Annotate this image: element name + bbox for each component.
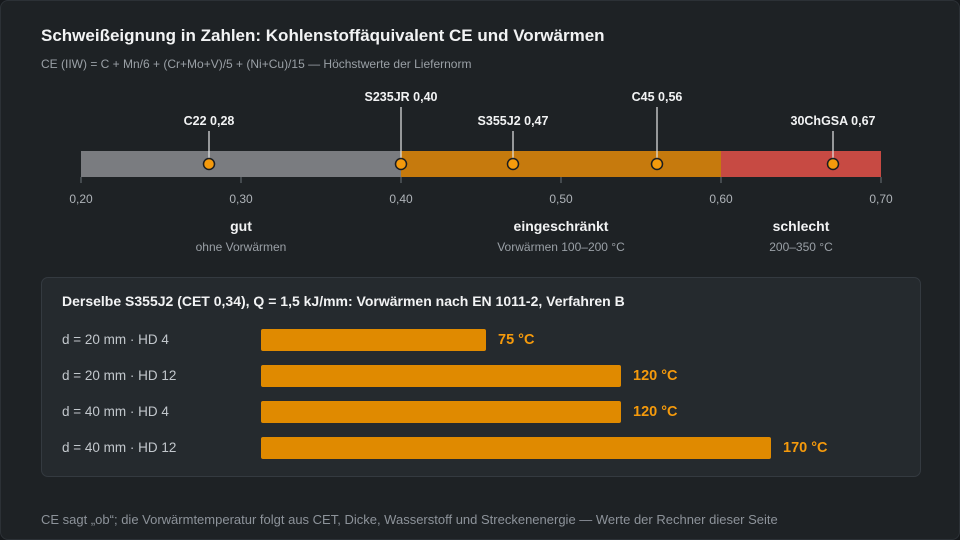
marker-point-1 — [394, 157, 408, 171]
marker-label-1: S235JR 0,40 — [365, 90, 438, 104]
preheat-row: d = 40 mm · HD 4 120 °C — [42, 401, 920, 423]
preheat-row-label: d = 40 mm · HD 4 — [62, 404, 169, 419]
footer-note: CE sagt „ob“; die Vorwärmtemperatur folg… — [41, 512, 778, 527]
marker-point-2 — [506, 157, 520, 171]
preheat-row: d = 20 mm · HD 12 120 °C — [42, 365, 920, 387]
marker-point-4 — [826, 157, 840, 171]
axis-tick-label-2: 0,40 — [389, 192, 413, 206]
chart-subtitle: CE (IIW) = C + Mn/6 + (Cr+Mo+V)/5 + (Ni+… — [41, 57, 472, 71]
preheat-row-label: d = 20 mm · HD 4 — [62, 332, 169, 347]
axis-tick-label-5: 0,70 — [869, 192, 893, 206]
zone-label-2: schlecht — [773, 218, 830, 234]
zone-sublabel-0: ohne Vorwärmen — [196, 240, 287, 254]
zone-sublabel-1: Vorwärmen 100–200 °C — [497, 240, 625, 254]
axis-tick-label-0: 0,20 — [69, 192, 93, 206]
marker-point-3 — [650, 157, 664, 171]
preheat-panel: Derselbe S355J2 (CET 0,34), Q = 1,5 kJ/m… — [41, 277, 921, 477]
preheat-row: d = 40 mm · HD 12 170 °C — [42, 437, 920, 459]
preheat-bar — [261, 401, 621, 423]
zone-label-0: gut — [230, 218, 252, 234]
marker-label-3: C45 0,56 — [632, 90, 683, 104]
marker-label-0: C22 0,28 — [184, 114, 235, 128]
preheat-bar-value: 120 °C — [633, 368, 678, 384]
preheat-bar — [261, 437, 771, 459]
marker-label-4: 30ChGSA 0,67 — [791, 114, 876, 128]
preheat-row-label: d = 40 mm · HD 12 — [62, 440, 177, 455]
marker-point-0 — [202, 157, 216, 171]
preheat-panel-title: Derselbe S355J2 (CET 0,34), Q = 1,5 kJ/m… — [62, 293, 625, 309]
preheat-bar-value: 75 °C — [498, 332, 535, 348]
preheat-bar-value: 120 °C — [633, 404, 678, 420]
zone-band-2 — [721, 151, 881, 177]
preheat-row-label: d = 20 mm · HD 12 — [62, 368, 177, 383]
axis-tick-label-4: 0,60 — [709, 192, 733, 206]
axis-tick-label-1: 0,30 — [229, 192, 253, 206]
zone-sublabel-2: 200–350 °C — [769, 240, 833, 254]
preheat-bar — [261, 329, 486, 351]
zone-band-0 — [81, 151, 401, 177]
zone-label-1: eingeschränkt — [514, 218, 609, 234]
preheat-bar-value: 170 °C — [783, 440, 828, 456]
chart-title: Schweißeignung in Zahlen: Kohlenstoffäqu… — [41, 26, 605, 45]
preheat-bar — [261, 365, 621, 387]
ce-scale-chart: gut ohne Vorwärmen eingeschränkt Vorwärmen … — [69, 90, 893, 254]
marker-label-2: S355J2 0,47 — [478, 114, 549, 128]
preheat-row: d = 20 mm · HD 4 75 °C — [42, 329, 920, 351]
zone-band-1 — [401, 151, 721, 177]
axis-tick-label-3: 0,50 — [549, 192, 573, 206]
